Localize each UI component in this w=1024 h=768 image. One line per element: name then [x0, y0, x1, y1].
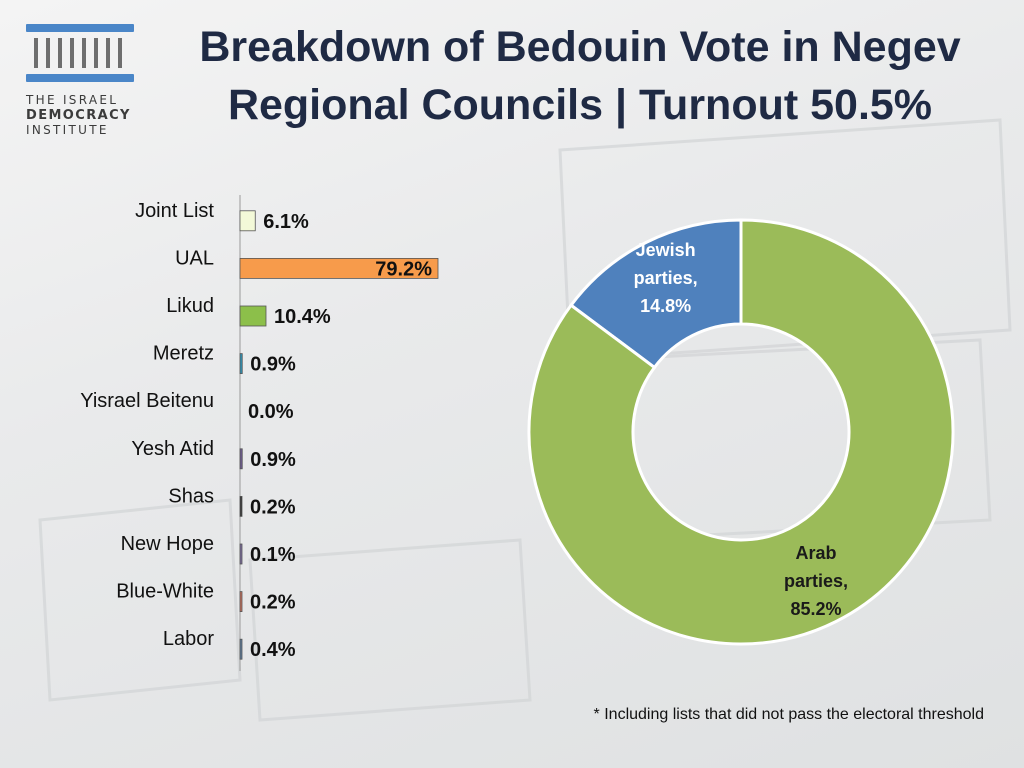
bar [239, 638, 243, 660]
value-label: 10.4% [274, 306, 331, 328]
category-label: Joint List [135, 200, 214, 222]
value-label: 0.9% [250, 449, 296, 471]
bar [239, 448, 243, 470]
value-label: 0.1% [250, 544, 296, 566]
bar [239, 305, 267, 327]
bar [239, 543, 243, 565]
category-label: Yesh Atid [131, 438, 214, 460]
category-label: Meretz [153, 343, 214, 365]
logo-line3: INSTITUTE [26, 123, 109, 137]
category-label: UAL [175, 247, 214, 269]
bar [239, 495, 243, 517]
donut-slice [527, 218, 955, 646]
donut-slice [568, 218, 743, 370]
category-label: Yisrael Beitenu [80, 390, 214, 412]
bar [239, 353, 243, 375]
bar [239, 258, 439, 279]
category-label: Likud [166, 295, 214, 317]
value-label: 0.2% [250, 496, 296, 518]
logo-line2: DEMOCRACY [26, 108, 131, 123]
page-title: Breakdown of Bedouin Vote in Negev Regio… [150, 18, 1010, 134]
columns-building-icon [26, 24, 134, 82]
donut-chart: Jewish parties, 14.8% Arab parties, 85.2% [527, 218, 955, 646]
category-label: Blue-White [116, 581, 214, 603]
value-label: 0.9% [250, 354, 296, 376]
bar [239, 591, 243, 613]
title-line2: Regional Councils | Turnout 50.5% [227, 81, 933, 129]
category-label: New Hope [121, 533, 214, 555]
slice-label: Jewish parties, 14.8% [634, 240, 698, 316]
value-label: 6.1% [263, 211, 309, 233]
footnote: * Including lists that did not pass the … [593, 706, 984, 723]
value-label: 79.2% [375, 258, 432, 280]
logo-line1: THE ISRAEL [26, 93, 119, 107]
category-label: Shas [168, 485, 214, 507]
logo: THE ISRAEL DEMOCRACY INSTITUTE [24, 22, 142, 138]
value-label: 0.4% [250, 639, 296, 661]
title-line1: Breakdown of Bedouin Vote in Negev [199, 23, 961, 71]
value-label: 0.0% [248, 401, 294, 423]
category-label: Labor [163, 628, 214, 650]
value-label: 0.2% [250, 592, 296, 614]
slice-label: Arab parties, 85.2% [784, 543, 848, 619]
bar [239, 210, 256, 232]
bar-chart: Joint List 6.1% UAL 79.2% Likud 10.4% Meretz 0.… [80, 195, 439, 671]
